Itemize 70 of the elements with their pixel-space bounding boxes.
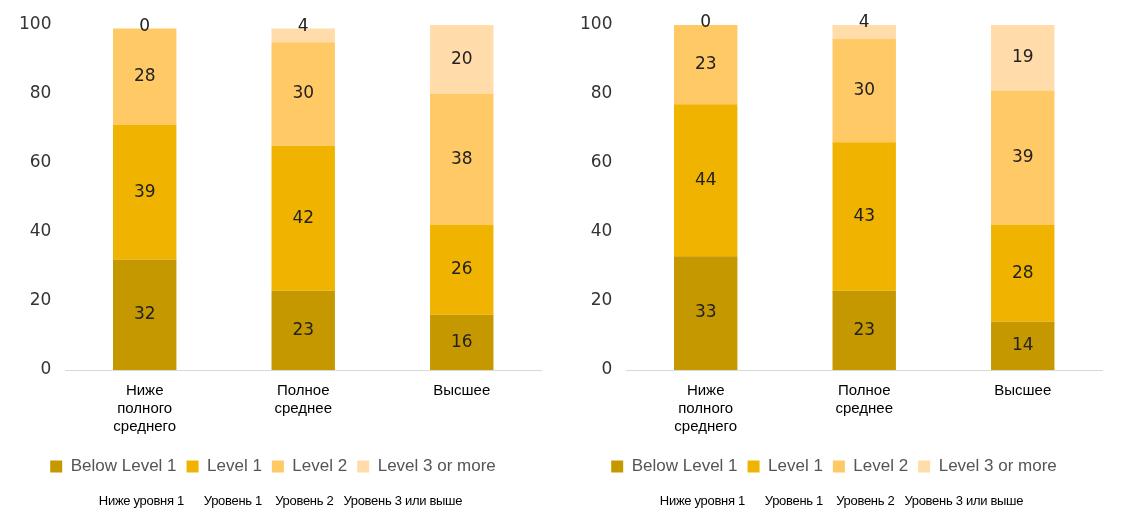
data-label: 14 [1011, 334, 1034, 355]
legend-label: Level 1 [768, 456, 823, 476]
bar [113, 259, 177, 370]
y-tick-label: 100 [579, 13, 613, 34]
data-label: 38 [450, 147, 473, 168]
bar [674, 25, 738, 105]
bar [113, 125, 177, 260]
data-label: 30 [292, 82, 315, 103]
legend-label: Level 2 [292, 456, 348, 476]
data-label: 20 [450, 47, 473, 68]
bar [832, 25, 896, 39]
bar [991, 25, 1055, 91]
y-tick-label: 60 [590, 151, 613, 172]
x-tick-label: Ниже полного среднего [674, 381, 738, 435]
legend-label: Level 3 or more [938, 456, 1057, 476]
bar [271, 290, 335, 370]
bar [674, 256, 738, 370]
x-tick-label: Высшее [433, 381, 491, 399]
data-label: 30 [853, 78, 876, 99]
bar [430, 225, 494, 315]
bar [430, 94, 494, 226]
y-tick-label: 60 [29, 151, 52, 172]
legend-label: Level 3 or more [377, 456, 496, 476]
data-label: 16 [450, 330, 473, 351]
bar [991, 321, 1055, 370]
y-tick-label: 0 [601, 358, 613, 379]
bar [430, 314, 494, 370]
data-label: 23 [292, 318, 315, 339]
data-label: 23 [694, 53, 717, 74]
data-label: 32 [133, 303, 156, 324]
data-label: 26 [450, 258, 473, 279]
data-label: 4 [297, 14, 309, 35]
legend-label: Level 2 [853, 456, 909, 476]
data-label: 44 [694, 168, 717, 189]
data-label: 28 [133, 65, 156, 86]
data-label: 33 [694, 301, 717, 322]
y-tick-label: 20 [590, 289, 613, 310]
y-tick-label: 0 [40, 358, 52, 379]
legend-label: Below Level 1 [631, 456, 738, 476]
y-tick-label: 20 [29, 289, 52, 310]
legend-label: Level 1 [207, 456, 262, 476]
y-tick-label: 40 [29, 220, 52, 241]
y-tick-label: 40 [590, 220, 613, 241]
bar [832, 290, 896, 370]
x-tick-label: Высшее [994, 381, 1052, 399]
data-label: 39 [133, 180, 156, 201]
bar [832, 142, 896, 291]
bar [271, 145, 335, 291]
text: Ниже уровня 1 Уровень 1 Уровень 2 Уровень 3 или выше [97, 493, 464, 508]
data-label: 39 [1011, 146, 1034, 167]
data-label: 28 [1011, 261, 1034, 282]
data-label: 42 [292, 206, 315, 227]
text: Ниже уровня 1 Уровень 1 Уровень 2 Уровень 3 или выше [658, 493, 1025, 508]
y-tick-label: 100 [18, 13, 52, 34]
y-tick-label: 80 [590, 82, 613, 103]
x-tick-label: Полное среднее [274, 381, 333, 417]
bar [991, 90, 1055, 226]
bar [832, 38, 896, 143]
data-label: 19 [1011, 46, 1034, 67]
x-tick-label: Ниже полного среднего [113, 381, 177, 435]
bar [991, 225, 1055, 322]
data-label: 23 [853, 318, 876, 339]
x-tick-label: Полное среднее [835, 381, 894, 417]
data-label: 43 [853, 204, 876, 225]
bar [674, 104, 738, 257]
bar [430, 25, 494, 94]
data-label: 4 [858, 11, 870, 32]
bar [271, 42, 335, 146]
y-tick-label: 80 [29, 82, 52, 103]
legend-label: Below Level 1 [70, 456, 177, 476]
